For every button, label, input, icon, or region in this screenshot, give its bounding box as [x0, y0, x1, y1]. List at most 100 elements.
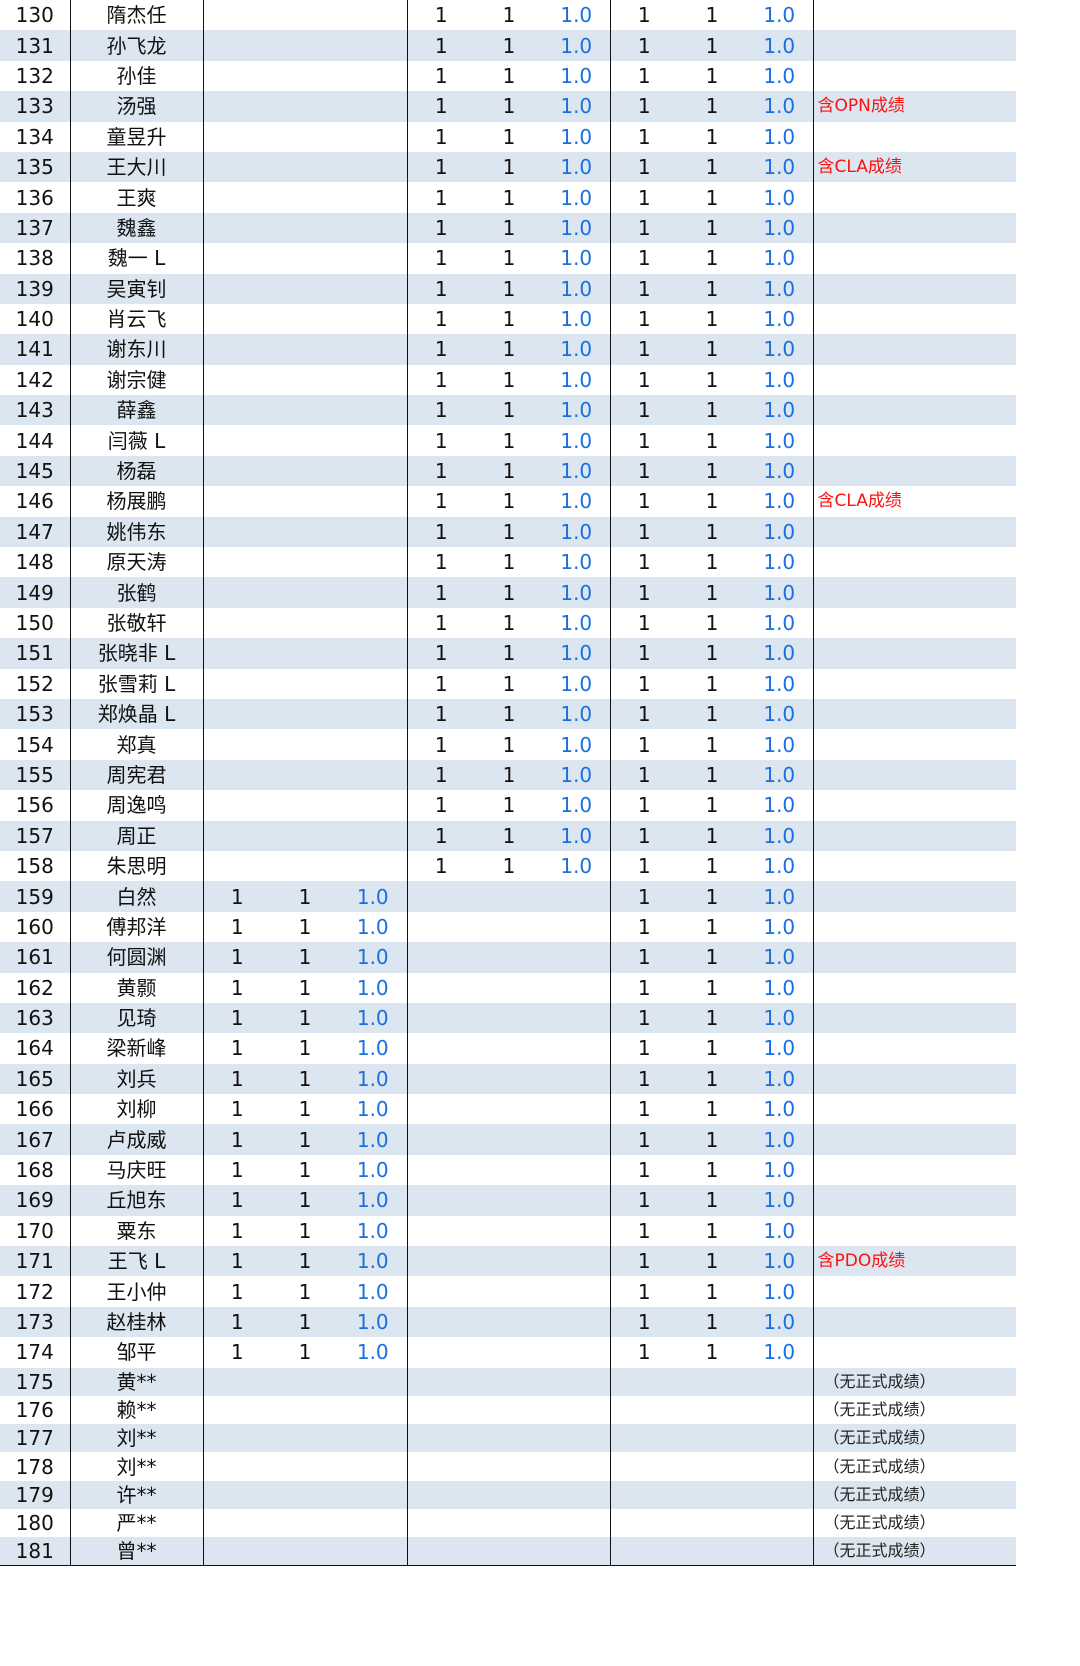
group-c-value-2: 1 — [678, 273, 746, 304]
group-c-value-1 — [609, 1424, 678, 1453]
group-a-value-2 — [271, 365, 339, 395]
score-table: 130 隋杰任 1 1 1.0 1 1 1.0 131 孙飞龙 1 1 1.0 1 1 1.0 132 孙佳 1 1 1… — [0, 0, 1016, 1567]
group-c-value-1 — [609, 1509, 678, 1538]
note — [812, 30, 1016, 61]
group-a-value-1 — [202, 850, 271, 882]
row-number: 133 — [0, 91, 70, 122]
group-c-value-2: 1 — [678, 1246, 746, 1277]
group-c-value-1: 1 — [609, 364, 678, 396]
player-name: 黄** — [69, 1367, 203, 1396]
group-b-value-2 — [475, 1452, 543, 1480]
group-b-value-1 — [406, 1154, 475, 1186]
row-number: 142 — [15, 367, 54, 392]
group-c-value-2: 1 — [705, 793, 719, 818]
table-row: 139 吴寅钊 1 1 1.0 1 1 1.0 — [0, 273, 1016, 304]
group-b-value-2: 1 — [502, 671, 516, 696]
group-a-ratio: 1.0 — [339, 1185, 407, 1216]
group-c-ratio: 1.0 — [746, 516, 813, 548]
group-b-value-2: 1 — [502, 854, 516, 879]
note — [812, 911, 1016, 943]
group-a-value-2 — [271, 334, 339, 365]
player-name: 严** — [69, 1509, 203, 1538]
group-b-value-1: 1 — [406, 60, 475, 92]
group-b-value-2: 1 — [475, 30, 543, 61]
group-b-value-1: 1 — [406, 364, 475, 396]
group-a-value-2 — [271, 790, 339, 820]
group-c-ratio: 1.0 — [763, 914, 796, 939]
group-c-value-1: 1 — [609, 212, 678, 244]
group-c-value-1: 1 — [609, 790, 678, 821]
group-a-value-1 — [202, 516, 271, 548]
table-row: 147 姚伟东 1 1 1.0 1 1 1.0 — [0, 516, 1016, 548]
group-b-value-1: 1 — [406, 243, 475, 274]
group-a-value-1 — [202, 1509, 271, 1538]
group-b-value-2: 1 — [502, 611, 516, 635]
group-a-ratio — [339, 516, 407, 548]
group-b-value-2: 1 — [502, 367, 516, 392]
group-b-ratio: 1.0 — [543, 151, 610, 183]
group-a-value-1: 1 — [202, 911, 271, 943]
group-a-value-1 — [202, 1395, 271, 1425]
group-a-ratio — [339, 151, 407, 183]
group-c-ratio: 1.0 — [746, 942, 813, 973]
group-c-value-2 — [678, 1367, 746, 1396]
row-number: 170 — [15, 1218, 54, 1243]
group-b-value-2: 1 — [475, 759, 543, 791]
group-a-value-2 — [271, 455, 339, 487]
group-b-value-1: 1 — [406, 759, 475, 791]
table-row: 150 张敬轩 1 1 1.0 1 1 1.0 — [0, 607, 1016, 639]
group-c-value-2: 1 — [705, 550, 719, 575]
group-c-value-1: 1 — [609, 1033, 678, 1064]
player-name: 周逸鸣 — [69, 790, 203, 821]
group-a-value-2 — [271, 1509, 339, 1537]
player-name: 马庆旺 — [69, 1154, 203, 1186]
group-b-value-2: 1 — [502, 793, 516, 818]
group-b-ratio: 1.0 — [560, 854, 593, 879]
note — [812, 121, 1016, 152]
row-number: 146 — [15, 489, 54, 514]
group-b-value-2 — [475, 1063, 543, 1095]
group-c-value-2: 1 — [678, 1185, 746, 1216]
group-c-ratio: 1.0 — [763, 185, 796, 210]
note — [812, 942, 1016, 973]
group-a-ratio: 1.0 — [356, 1158, 389, 1183]
table-row: 135 王大川 1 1 1.0 1 1 1.0 含CLA成绩 — [0, 151, 1016, 183]
note — [812, 577, 1016, 608]
group-a-value-1 — [202, 1367, 271, 1396]
group-c-value-2: 1 — [678, 91, 746, 122]
group-c-ratio: 1.0 — [746, 1063, 813, 1095]
group-c-value-2: 1 — [705, 854, 719, 879]
group-c-value-1: 1 — [609, 486, 678, 517]
row-number: 137 — [0, 212, 70, 244]
group-b-ratio — [543, 1033, 610, 1063]
group-b-ratio: 1.0 — [543, 334, 610, 365]
group-b-ratio: 1.0 — [543, 820, 610, 851]
group-b-ratio: 1.0 — [560, 611, 593, 635]
group-c-value-2 — [678, 1537, 746, 1567]
group-c-ratio: 1.0 — [763, 732, 796, 757]
group-a-value-1: 1 — [202, 881, 271, 912]
group-a-value-2: 1 — [298, 1158, 312, 1183]
group-a-ratio — [339, 365, 407, 395]
table-row: 158 朱思明 1 1 1.0 1 1 1.0 — [0, 850, 1016, 882]
group-b-value-1: 1 — [406, 486, 475, 517]
group-c-ratio: 1.0 — [763, 975, 796, 1000]
player-name: 粟东 — [69, 1215, 203, 1247]
group-c-value-1: 1 — [609, 425, 678, 456]
row-number: 155 — [0, 759, 70, 791]
table-row: 177 刘** （无正式成绩） — [0, 1424, 1016, 1453]
table-row: 153 郑焕晶 L 1 1 1.0 1 1 1.0 — [0, 698, 1016, 730]
group-c-ratio: 1.0 — [746, 1246, 813, 1277]
player-name: 孙飞龙 — [69, 30, 203, 61]
group-b-value-1: 1 — [406, 303, 475, 335]
group-b-value-1 — [406, 942, 475, 973]
group-a-value-2 — [271, 91, 339, 122]
player-name: 许** — [69, 1480, 203, 1510]
group-a-ratio — [339, 425, 407, 455]
group-c-ratio: 1.0 — [763, 671, 796, 696]
group-b-ratio — [543, 1509, 610, 1537]
group-c-value-2: 1 — [678, 1124, 746, 1155]
group-c-value-1 — [609, 1480, 678, 1510]
group-c-ratio — [746, 1537, 813, 1567]
group-a-value-2: 1 — [298, 975, 312, 1000]
